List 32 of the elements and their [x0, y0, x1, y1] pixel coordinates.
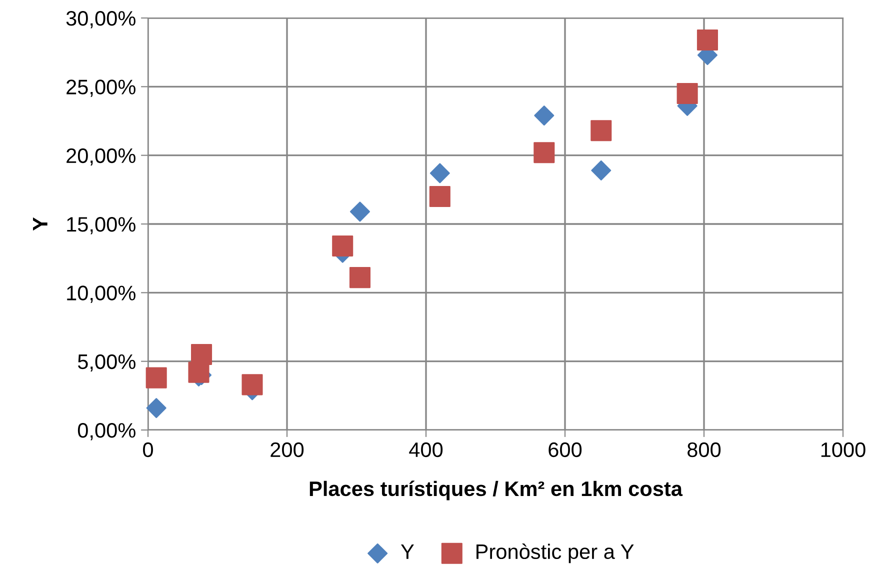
y-tick-label: 20,00% [66, 148, 136, 166]
y-tick-label: 10,00% [67, 286, 136, 303]
x-tick-label: 1000 [821, 442, 866, 458]
point [534, 142, 555, 164]
point [242, 374, 263, 396]
y-tick-label: 25,00% [66, 80, 136, 97]
x-tick-label: 600 [548, 442, 582, 458]
point [590, 120, 612, 142]
point [332, 235, 354, 256]
point [191, 344, 212, 365]
y-tick-label: 15,00% [67, 217, 136, 234]
legend-label: Pronòstic per a Y [476, 544, 634, 564]
point [350, 202, 370, 222]
legend-label: Y [400, 544, 414, 559]
y-tick-label: 0,00% [78, 423, 136, 440]
x-axis-title: Places turístiques / Km² en 1km costa [310, 480, 683, 500]
point [146, 398, 166, 418]
x-tick-label: 200 [270, 442, 304, 458]
point [591, 160, 612, 180]
point [429, 186, 450, 208]
point [430, 163, 450, 184]
y-tick-label: 30,00% [66, 11, 136, 28]
x-tick-label: 0 [143, 442, 153, 458]
point [349, 267, 370, 288]
x-tick-label: 400 [409, 442, 443, 458]
point [696, 29, 718, 50]
point [146, 367, 167, 388]
y-tick-label: 5,00% [78, 354, 136, 372]
point [534, 105, 554, 126]
y-axis-title: Y [32, 217, 48, 231]
point [676, 83, 698, 104]
x-tick-label: 800 [688, 442, 721, 458]
